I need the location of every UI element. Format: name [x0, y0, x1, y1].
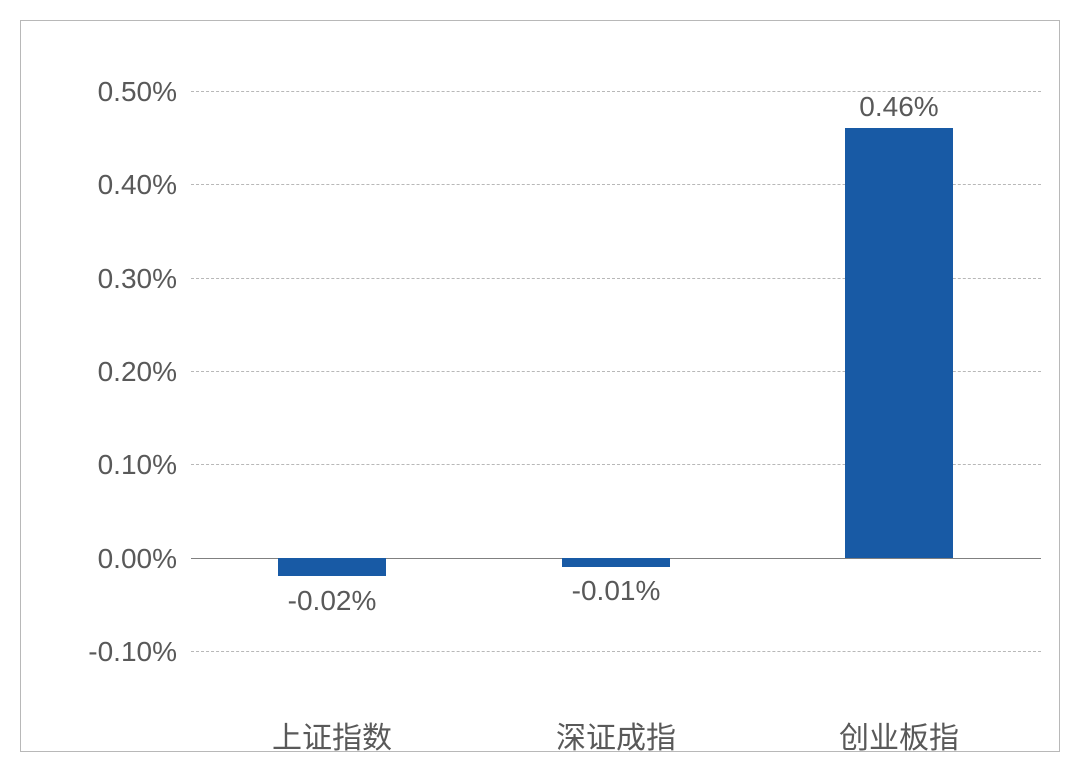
bar	[562, 558, 670, 567]
ytick-label: 0.30%	[98, 263, 177, 295]
bar	[845, 128, 953, 557]
bar	[278, 558, 386, 577]
plot-area: 0.50% 0.40% 0.30% 0.20% 0.10% 0.00% -0.1…	[191, 91, 1041, 651]
bar-value-label: 0.46%	[799, 91, 999, 123]
category-label: 上证指数	[272, 713, 392, 757]
ytick-label: 0.50%	[98, 76, 177, 108]
bar-value-label: -0.01%	[516, 575, 716, 607]
ytick-label: 0.40%	[98, 169, 177, 201]
ytick-label: -0.10%	[88, 636, 177, 668]
category-label: 深证成指	[556, 713, 676, 757]
ytick-label: 0.20%	[98, 356, 177, 388]
bar-value-label: -0.02%	[232, 585, 432, 617]
ytick-label: 0.10%	[98, 449, 177, 481]
ytick-label: 0.00%	[98, 543, 177, 575]
category-label: 创业板指	[839, 713, 959, 757]
gridline: -0.10%	[191, 651, 1041, 652]
chart-container: 0.50% 0.40% 0.30% 0.20% 0.10% 0.00% -0.1…	[20, 20, 1060, 752]
